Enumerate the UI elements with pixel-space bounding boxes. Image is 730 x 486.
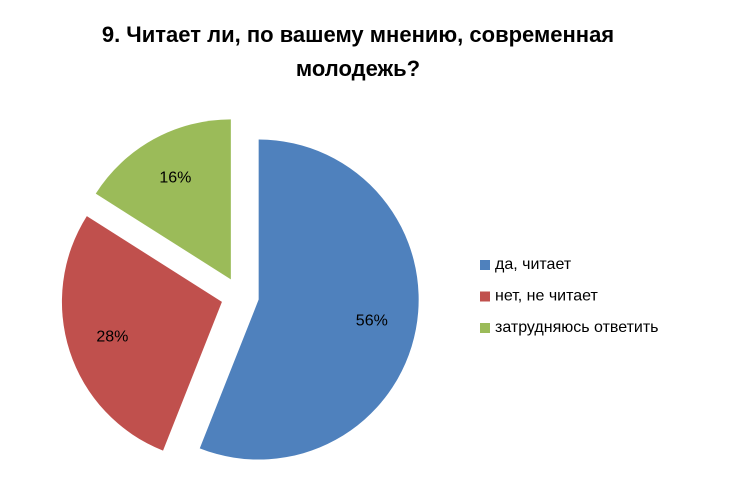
legend-swatch [480, 260, 490, 270]
chart-title: 9. Читает ли, по вашему мнению, современ… [101, 22, 615, 81]
legend-swatch [480, 291, 490, 302]
legend-label: затрудняюсь ответить [495, 319, 659, 336]
pie-slice [61, 216, 222, 451]
legend-swatch [480, 323, 490, 333]
pie-slice [95, 119, 231, 280]
legend-label: да, читает [495, 256, 572, 273]
data-label: 16% [159, 170, 191, 187]
data-label: 56% [356, 312, 388, 329]
pie-slice [199, 139, 419, 460]
legend-label: нет, не читает [495, 288, 599, 305]
data-label: 28% [96, 329, 128, 346]
